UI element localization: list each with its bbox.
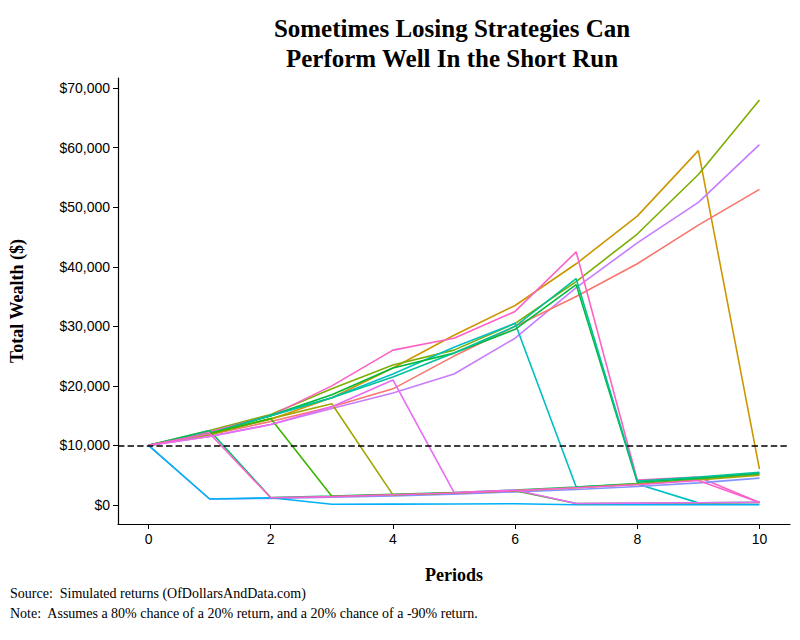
svg-text:Perform Well In the Short Run: Perform Well In the Short Run xyxy=(286,45,618,72)
svg-text:4: 4 xyxy=(389,531,397,547)
svg-text:Source: Simulated returns (Of: Source: Simulated returns (OfDollarsAndD… xyxy=(10,586,306,602)
svg-text:8: 8 xyxy=(633,531,641,547)
svg-text:Periods: Periods xyxy=(425,565,483,585)
svg-text:$50,000: $50,000 xyxy=(59,199,110,215)
svg-text:$40,000: $40,000 xyxy=(59,259,110,275)
svg-text:Note: Assumes a 80% chance of: Note: Assumes a 80% chance of a 20% retu… xyxy=(10,606,478,621)
svg-text:Total Wealth ($): Total Wealth ($) xyxy=(7,239,28,363)
svg-text:10: 10 xyxy=(752,531,768,547)
svg-text:$30,000: $30,000 xyxy=(59,318,110,334)
svg-text:$0: $0 xyxy=(94,497,110,513)
svg-text:2: 2 xyxy=(267,531,275,547)
svg-text:0: 0 xyxy=(145,531,153,547)
svg-text:$70,000: $70,000 xyxy=(59,80,110,96)
svg-text:$60,000: $60,000 xyxy=(59,140,110,156)
svg-text:Sometimes Losing Strategies Ca: Sometimes Losing Strategies Can xyxy=(274,15,630,42)
svg-text:6: 6 xyxy=(511,531,519,547)
svg-text:$10,000: $10,000 xyxy=(59,437,110,453)
svg-text:$20,000: $20,000 xyxy=(59,378,110,394)
